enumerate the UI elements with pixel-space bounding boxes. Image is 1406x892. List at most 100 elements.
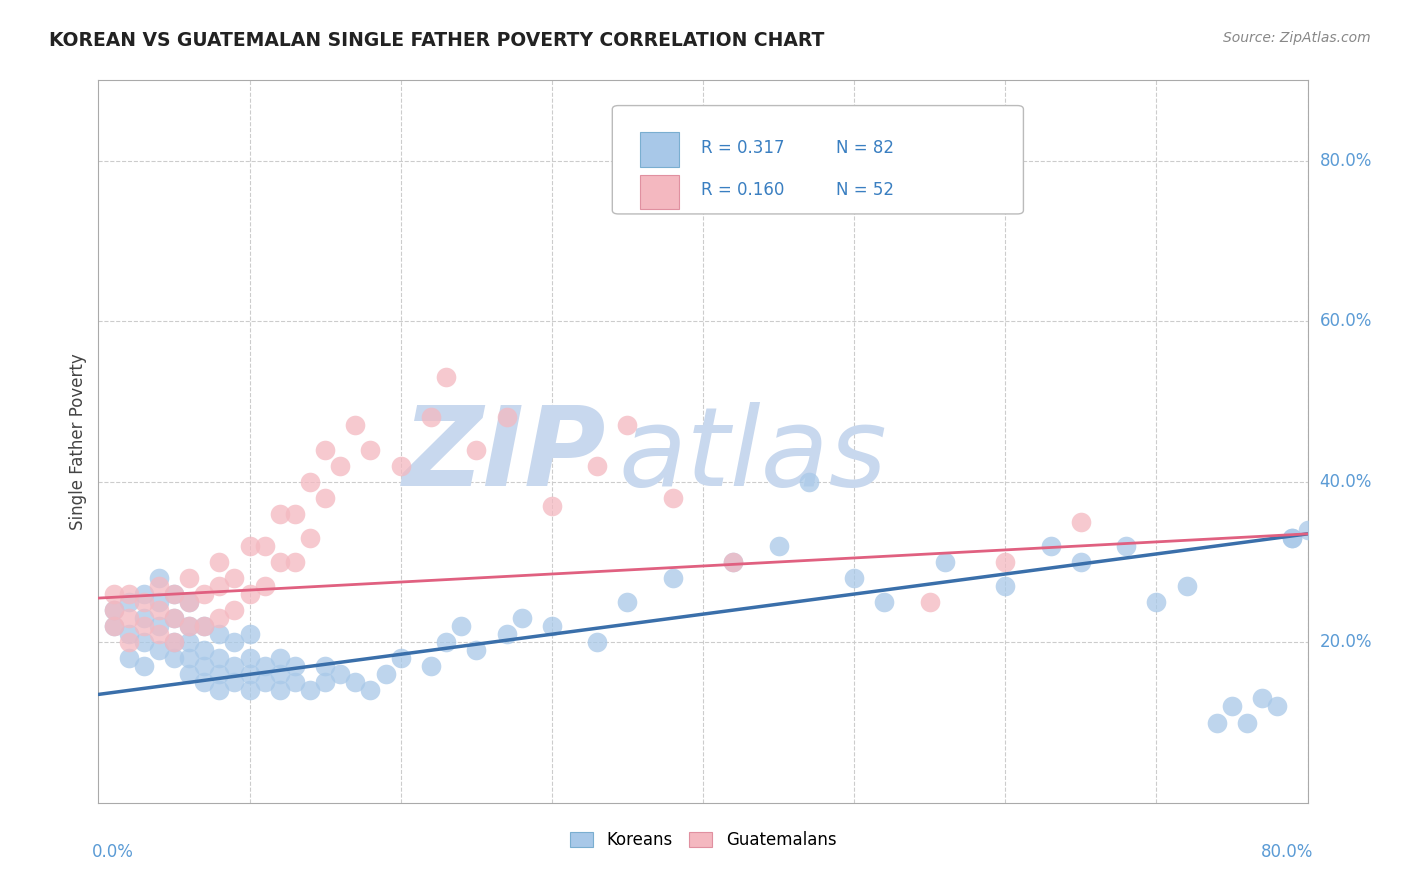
Point bbox=[1070, 515, 1092, 529]
Point bbox=[1220, 699, 1243, 714]
Point bbox=[269, 651, 291, 665]
Point bbox=[540, 619, 562, 633]
Point bbox=[103, 603, 125, 617]
Point bbox=[918, 595, 941, 609]
Point bbox=[132, 619, 155, 633]
Point bbox=[148, 619, 170, 633]
Point bbox=[253, 539, 276, 553]
Point bbox=[360, 683, 382, 698]
FancyBboxPatch shape bbox=[613, 105, 1024, 214]
Point bbox=[179, 619, 201, 633]
Point bbox=[510, 611, 533, 625]
Point bbox=[1296, 523, 1319, 537]
Point bbox=[616, 418, 638, 433]
Point bbox=[873, 595, 896, 609]
Point bbox=[616, 595, 638, 609]
Point bbox=[148, 627, 170, 641]
Point bbox=[1267, 699, 1289, 714]
Point bbox=[389, 458, 412, 473]
Point bbox=[586, 635, 609, 649]
Point bbox=[374, 667, 396, 681]
Point bbox=[420, 410, 443, 425]
Text: 20.0%: 20.0% bbox=[1320, 633, 1372, 651]
Point bbox=[329, 458, 352, 473]
Point bbox=[148, 571, 170, 585]
Point bbox=[1281, 531, 1303, 545]
Point bbox=[284, 555, 307, 569]
Point bbox=[132, 611, 155, 625]
Point bbox=[768, 539, 790, 553]
Point bbox=[148, 643, 170, 657]
Point bbox=[208, 667, 231, 681]
Point bbox=[450, 619, 472, 633]
Point bbox=[239, 627, 262, 641]
Text: Source: ZipAtlas.com: Source: ZipAtlas.com bbox=[1223, 31, 1371, 45]
Point bbox=[163, 587, 186, 601]
Point bbox=[148, 595, 170, 609]
Point bbox=[132, 595, 155, 609]
Point bbox=[465, 643, 488, 657]
Point bbox=[314, 491, 336, 505]
Text: R = 0.317: R = 0.317 bbox=[700, 138, 785, 157]
Point bbox=[314, 659, 336, 673]
Point bbox=[239, 667, 262, 681]
Point bbox=[434, 370, 457, 384]
Point bbox=[299, 475, 322, 489]
Point bbox=[253, 675, 276, 690]
Point bbox=[239, 651, 262, 665]
Point bbox=[495, 627, 517, 641]
Point bbox=[284, 507, 307, 521]
Point bbox=[193, 675, 215, 690]
Point bbox=[797, 475, 820, 489]
Point bbox=[148, 579, 170, 593]
Point bbox=[284, 659, 307, 673]
Point bbox=[208, 683, 231, 698]
Point bbox=[1236, 715, 1258, 730]
Point bbox=[118, 587, 141, 601]
Point bbox=[118, 651, 141, 665]
Point bbox=[1175, 579, 1198, 593]
Point bbox=[329, 667, 352, 681]
Point bbox=[269, 555, 291, 569]
Point bbox=[193, 619, 215, 633]
Point bbox=[360, 442, 382, 457]
Point bbox=[314, 442, 336, 457]
Text: 0.0%: 0.0% bbox=[93, 843, 134, 861]
Point bbox=[179, 667, 201, 681]
Text: N = 82: N = 82 bbox=[837, 138, 894, 157]
Point bbox=[163, 611, 186, 625]
Point bbox=[1281, 531, 1303, 545]
Point bbox=[193, 659, 215, 673]
Text: 80.0%: 80.0% bbox=[1261, 843, 1313, 861]
Point bbox=[844, 571, 866, 585]
Point bbox=[239, 683, 262, 698]
Point bbox=[239, 539, 262, 553]
Point bbox=[208, 651, 231, 665]
Point bbox=[253, 579, 276, 593]
Point bbox=[344, 675, 367, 690]
Point bbox=[193, 619, 215, 633]
Point bbox=[208, 627, 231, 641]
Point bbox=[224, 571, 246, 585]
Point bbox=[179, 651, 201, 665]
Point bbox=[179, 635, 201, 649]
Point bbox=[193, 643, 215, 657]
Text: 40.0%: 40.0% bbox=[1320, 473, 1372, 491]
Point bbox=[1070, 555, 1092, 569]
Point bbox=[163, 611, 186, 625]
Point bbox=[179, 595, 201, 609]
Point bbox=[103, 619, 125, 633]
Point bbox=[344, 418, 367, 433]
Point bbox=[208, 555, 231, 569]
Point bbox=[434, 635, 457, 649]
Point bbox=[179, 595, 201, 609]
Point bbox=[314, 675, 336, 690]
Point bbox=[163, 651, 186, 665]
Point bbox=[465, 442, 488, 457]
Point bbox=[269, 667, 291, 681]
Point bbox=[540, 499, 562, 513]
Point bbox=[661, 571, 683, 585]
Text: ZIP: ZIP bbox=[402, 402, 606, 509]
Point bbox=[132, 587, 155, 601]
Point bbox=[163, 587, 186, 601]
